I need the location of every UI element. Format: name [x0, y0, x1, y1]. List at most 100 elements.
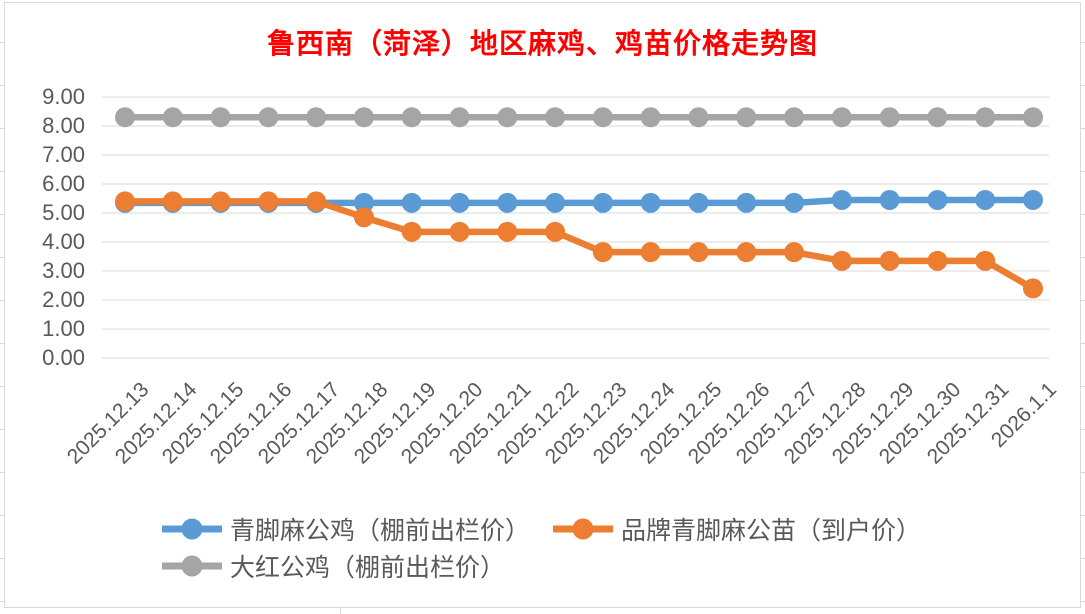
legend-item-series2[interactable]: 大红公鸡（棚前出栏价）	[162, 553, 505, 582]
data-point-series2-3	[258, 107, 279, 128]
data-point-series2-17	[927, 107, 948, 128]
legend-marker-icon	[162, 555, 222, 577]
gridline-stub	[1081, 343, 1085, 344]
data-point-series0-19	[1023, 189, 1043, 210]
data-point-series0-15	[831, 189, 852, 210]
y-axis-tick-label: 4.00	[42, 229, 85, 254]
gridline-stub	[0, 472, 4, 473]
gridline-stub	[1081, 515, 1085, 516]
gridline-stub	[0, 386, 4, 387]
data-point-series1-0	[115, 191, 135, 212]
chart-title: 鲁西南（菏泽）地区麻鸡、鸡苗价格走势图	[266, 29, 818, 60]
data-point-series2-4	[306, 107, 327, 128]
legend-marker-icon	[553, 518, 613, 540]
data-point-series2-0	[115, 107, 135, 128]
legend-item-series1[interactable]: 品牌青脚麻公苗（到户价）	[553, 516, 921, 545]
data-point-series1-19	[1023, 278, 1043, 299]
data-point-series1-14	[784, 242, 805, 263]
data-point-series1-9	[545, 221, 566, 242]
gridline-stub	[0, 85, 4, 86]
data-point-series1-2	[210, 191, 231, 212]
data-point-series2-19	[1023, 107, 1043, 128]
data-point-series1-5	[353, 207, 374, 228]
data-point-series1-3	[258, 191, 279, 212]
y-axis-tick-label: 2.00	[42, 287, 85, 312]
data-point-series0-10	[592, 192, 613, 213]
data-point-series2-5	[353, 107, 374, 128]
data-point-series2-7	[449, 107, 470, 128]
gridline-stub	[0, 171, 4, 172]
gridline-stub	[0, 42, 4, 43]
data-point-series1-15	[831, 250, 852, 271]
data-point-series0-7	[449, 192, 470, 213]
gridline-stub	[0, 515, 4, 516]
gridline-stub	[1081, 558, 1085, 559]
data-point-series1-8	[497, 221, 518, 242]
legend-label: 大红公鸡（棚前出栏价）	[230, 555, 506, 582]
y-axis-tick-label: 6.00	[42, 171, 85, 196]
data-point-series2-12	[688, 107, 709, 128]
data-point-series0-16	[879, 189, 900, 210]
gridline-stub	[0, 257, 4, 258]
y-axis-tick-label: 5.00	[42, 200, 85, 225]
data-point-series0-17	[927, 189, 948, 210]
y-axis-tick-label: 7.00	[42, 142, 85, 167]
legend-marker-icon	[162, 518, 222, 540]
data-point-series2-6	[401, 107, 422, 128]
data-point-series1-12	[688, 242, 709, 263]
y-axis-tick-label: 9.00	[42, 84, 85, 109]
data-point-series0-5	[353, 192, 374, 213]
data-point-series1-11	[640, 242, 661, 263]
data-point-series1-4	[306, 191, 327, 212]
y-axis-tick-label: 1.00	[42, 316, 85, 341]
data-point-series2-15	[831, 107, 852, 128]
gridline-stub	[1081, 128, 1085, 129]
data-point-series0-6	[401, 192, 422, 213]
gridline-stub	[1081, 386, 1085, 387]
gridline-stub	[1081, 42, 1085, 43]
gridline-stub	[0, 300, 4, 301]
gridline-stub	[340, 608, 341, 614]
gridline-stub	[0, 429, 4, 430]
data-point-series1-7	[449, 221, 470, 242]
data-point-series2-10	[592, 107, 613, 128]
data-point-series1-17	[927, 250, 948, 271]
y-axis-tick-label: 8.00	[42, 113, 85, 138]
data-point-series0-14	[784, 192, 805, 213]
chart-border	[4, 2, 1081, 608]
data-point-series2-18	[975, 107, 996, 128]
gridline-stub	[1081, 429, 1085, 430]
data-point-series1-10	[592, 242, 613, 263]
series-line-1	[125, 198, 1035, 292]
gridline-stub	[1081, 214, 1085, 215]
gridline-stub	[0, 558, 4, 559]
legend-item-series0[interactable]: 青脚麻公鸡（棚前出栏价）	[162, 516, 530, 545]
data-point-series0-13	[736, 192, 757, 213]
data-point-series0-18	[975, 189, 996, 210]
gridline-stub	[1081, 472, 1085, 473]
y-axis-tick-label: 0.00	[42, 345, 85, 370]
data-point-series2-16	[879, 107, 900, 128]
gridline-stub	[1081, 85, 1085, 86]
data-point-series1-1	[162, 191, 183, 212]
data-point-series1-18	[975, 250, 996, 271]
gridline-stub	[0, 601, 4, 602]
gridline-stub	[1081, 601, 1085, 602]
gridline-stub	[0, 214, 4, 215]
data-point-series2-2	[210, 107, 231, 128]
data-point-series0-12	[688, 192, 709, 213]
data-point-series0-8	[497, 192, 518, 213]
data-point-series2-1	[162, 107, 183, 128]
data-point-series0-11	[640, 192, 661, 213]
data-point-series1-16	[879, 250, 900, 271]
y-axis-tick-label: 3.00	[42, 258, 85, 283]
data-point-series2-13	[736, 107, 757, 128]
legend-label: 青脚麻公鸡（棚前出栏价）	[230, 518, 531, 545]
gridline-stub	[1081, 257, 1085, 258]
legend-label: 品牌青脚麻公苗（到户价）	[621, 518, 922, 545]
gridline-stub	[0, 128, 4, 129]
data-point-series0-9	[545, 192, 566, 213]
data-point-series2-8	[497, 107, 518, 128]
